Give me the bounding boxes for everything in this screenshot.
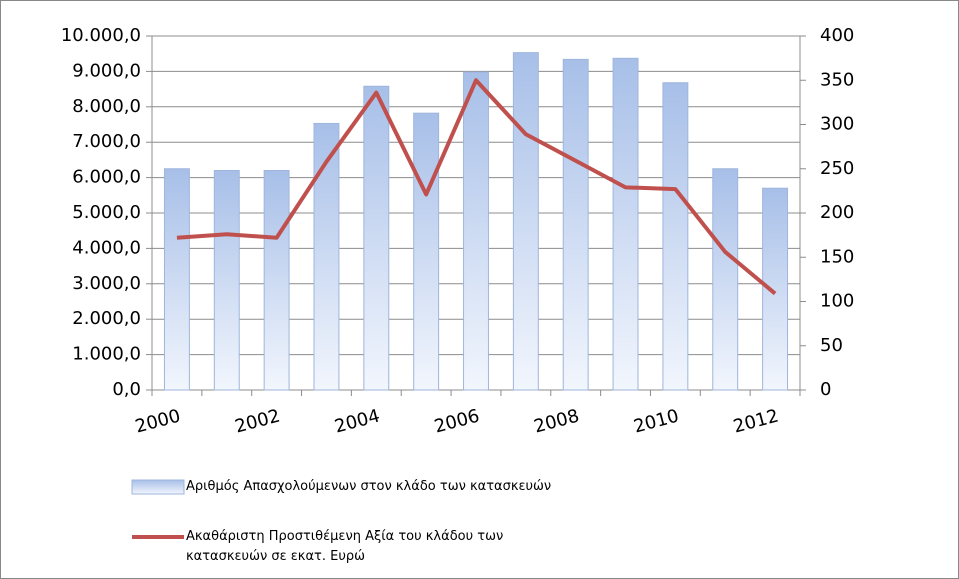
- y-tick-label: 9.000,0: [72, 60, 141, 81]
- y-tick-label: 5.000,0: [72, 202, 141, 223]
- line-series: [176, 78, 777, 296]
- y2-tick-label: 200: [820, 202, 854, 223]
- bar: [463, 71, 489, 391]
- legend-swatch: [131, 479, 185, 495]
- bar: [712, 168, 739, 391]
- y2-tick-label: 250: [820, 158, 854, 179]
- y2-tick-label: 100: [820, 291, 854, 312]
- bar: [662, 82, 689, 391]
- x-tick-label: 2002: [233, 405, 283, 437]
- y-tick-label: 3.000,0: [72, 273, 141, 294]
- legend-label: Ακαθάριστη Προστιθέμενη Αξία του κλάδου …: [186, 529, 504, 564]
- y2-tick-label: 300: [820, 114, 854, 135]
- y-tick-label: 0,0: [112, 379, 141, 400]
- y-tick-label: 4.000,0: [72, 237, 141, 258]
- bar: [363, 85, 390, 391]
- y2-tick-label: 400: [820, 25, 854, 46]
- x-tick-label: 2012: [731, 405, 781, 437]
- y-tick-label: 2.000,0: [72, 308, 141, 329]
- y2-tick-label: 0: [820, 379, 831, 400]
- bar: [313, 122, 340, 391]
- bar: [163, 168, 190, 391]
- x-tick-label: 2010: [631, 405, 681, 437]
- bar: [762, 187, 789, 391]
- y-tick-label: 10.000,0: [61, 25, 141, 46]
- bar: [612, 57, 639, 391]
- y-tick-label: 1.000,0: [72, 344, 141, 365]
- y2-tick-label: 150: [820, 246, 854, 267]
- x-tick-label: 2004: [332, 405, 382, 437]
- bar: [512, 52, 539, 391]
- bar: [562, 58, 589, 391]
- bar: [213, 170, 240, 391]
- bar: [413, 112, 440, 391]
- bar: [263, 170, 290, 391]
- y2-tick-label: 350: [820, 69, 854, 90]
- x-tick-label: 2006: [432, 405, 482, 437]
- x-tick-label: 2008: [532, 405, 582, 437]
- y-tick-label: 8.000,0: [72, 96, 141, 117]
- x-tick-label: 2000: [133, 405, 183, 437]
- y-tick-label: 7.000,0: [72, 131, 141, 152]
- y-tick-label: 6.000,0: [72, 167, 141, 188]
- legend-label: Αριθμός Απασχολούμενων στον κλάδο των κα…: [186, 479, 552, 494]
- y2-tick-label: 50: [820, 335, 843, 356]
